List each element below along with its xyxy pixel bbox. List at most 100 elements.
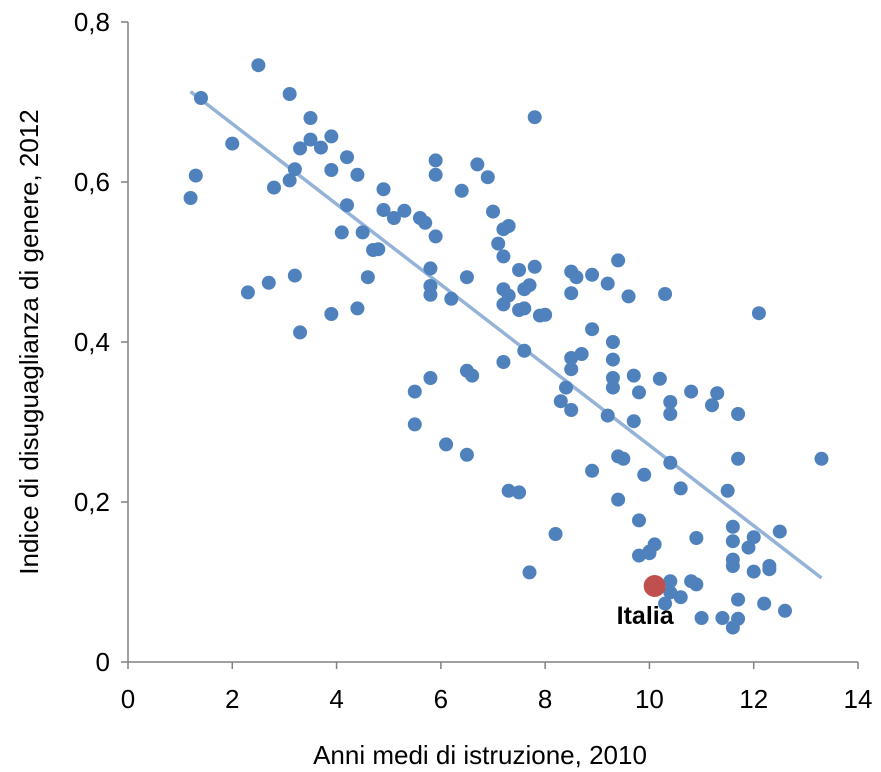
data-point (684, 384, 699, 399)
trendline (189, 90, 823, 580)
data-point (600, 408, 615, 423)
data-point (512, 485, 527, 500)
data-point (486, 204, 500, 219)
data-point (616, 451, 631, 466)
data-point (637, 467, 652, 482)
data-point (183, 191, 198, 205)
data-point (480, 170, 495, 185)
y-tick-label: 0 (96, 647, 110, 677)
data-point (814, 451, 829, 466)
data-point (553, 394, 568, 409)
data-point (293, 141, 308, 156)
axes (127, 22, 858, 663)
data-point (334, 225, 349, 240)
data-point (564, 286, 579, 301)
data-point (282, 87, 297, 101)
x-tick-label: 6 (434, 684, 448, 714)
data-point (423, 371, 438, 385)
data-point (585, 322, 600, 337)
data-point (303, 132, 318, 147)
data-point (585, 267, 600, 282)
data-point (496, 249, 511, 264)
data-point (559, 380, 573, 395)
data-point (527, 110, 542, 125)
data-point (626, 368, 641, 383)
y-tick-label: 0,4 (74, 327, 110, 357)
data-point (689, 531, 704, 545)
data-point (407, 417, 422, 432)
data-point (470, 157, 485, 172)
y-axis-label: Indice di disuguaglianza di genere, 2012 (14, 109, 44, 574)
y-tick-label: 0,8 (74, 7, 110, 37)
data-point (512, 263, 527, 277)
data-point (397, 203, 412, 218)
x-tick-label: 8 (538, 684, 552, 714)
data-point (585, 463, 600, 478)
data-point (240, 285, 255, 300)
data-point (360, 270, 375, 285)
data-point (611, 253, 626, 268)
data-point (459, 447, 474, 462)
data-point (632, 385, 646, 400)
data-point (611, 492, 626, 507)
data-point (324, 129, 339, 144)
data-point (439, 437, 454, 452)
data-point (517, 301, 532, 316)
data-point (731, 611, 746, 626)
data-point (225, 136, 240, 151)
data-point (663, 395, 678, 409)
data-point (689, 577, 704, 592)
data-point (340, 150, 354, 165)
data-point (376, 182, 391, 197)
data-point (324, 163, 339, 177)
data-point (340, 198, 354, 213)
y-tick-label: 0,2 (74, 487, 110, 517)
data-point (725, 534, 740, 549)
data-point (673, 590, 688, 605)
data-point (564, 403, 579, 417)
data-point (287, 162, 302, 177)
data-point (501, 288, 516, 303)
data-point (632, 513, 646, 528)
data-point (350, 301, 365, 316)
data-point (626, 414, 641, 429)
data-point (459, 270, 474, 285)
data-point (428, 153, 443, 168)
data-point (444, 291, 459, 306)
data-point (574, 347, 589, 361)
data-point (725, 519, 740, 534)
x-tick-label: 4 (329, 684, 343, 714)
data-point (725, 559, 740, 573)
x-tick-label: 14 (844, 684, 873, 714)
data-point (746, 530, 761, 545)
data-point (762, 562, 777, 577)
trendline-group (189, 90, 823, 580)
data-point (491, 236, 506, 251)
data-point (621, 289, 636, 304)
data-point (188, 168, 203, 183)
data-point (652, 371, 667, 386)
data-point (371, 242, 386, 257)
data-point (658, 287, 673, 301)
highlight-point (643, 575, 666, 597)
data-point (757, 596, 772, 611)
data-point (324, 307, 339, 321)
data-point (418, 215, 433, 230)
y-ticks: 0 0,2 0,4 0,6 0,8 (74, 7, 128, 677)
x-tick-label: 2 (225, 684, 239, 714)
data-point (705, 398, 719, 413)
data-point (673, 481, 688, 496)
data-point (663, 574, 678, 589)
data-point (772, 524, 787, 539)
data-point (282, 173, 297, 188)
data-point (605, 380, 620, 395)
data-point (746, 564, 761, 579)
data-point (355, 225, 370, 240)
x-tick-label: 10 (635, 684, 664, 714)
data-point (751, 306, 766, 321)
data-point (741, 540, 756, 555)
data-point (287, 268, 302, 283)
data-point (605, 352, 620, 367)
data-point (428, 229, 443, 244)
data-point (600, 276, 615, 291)
